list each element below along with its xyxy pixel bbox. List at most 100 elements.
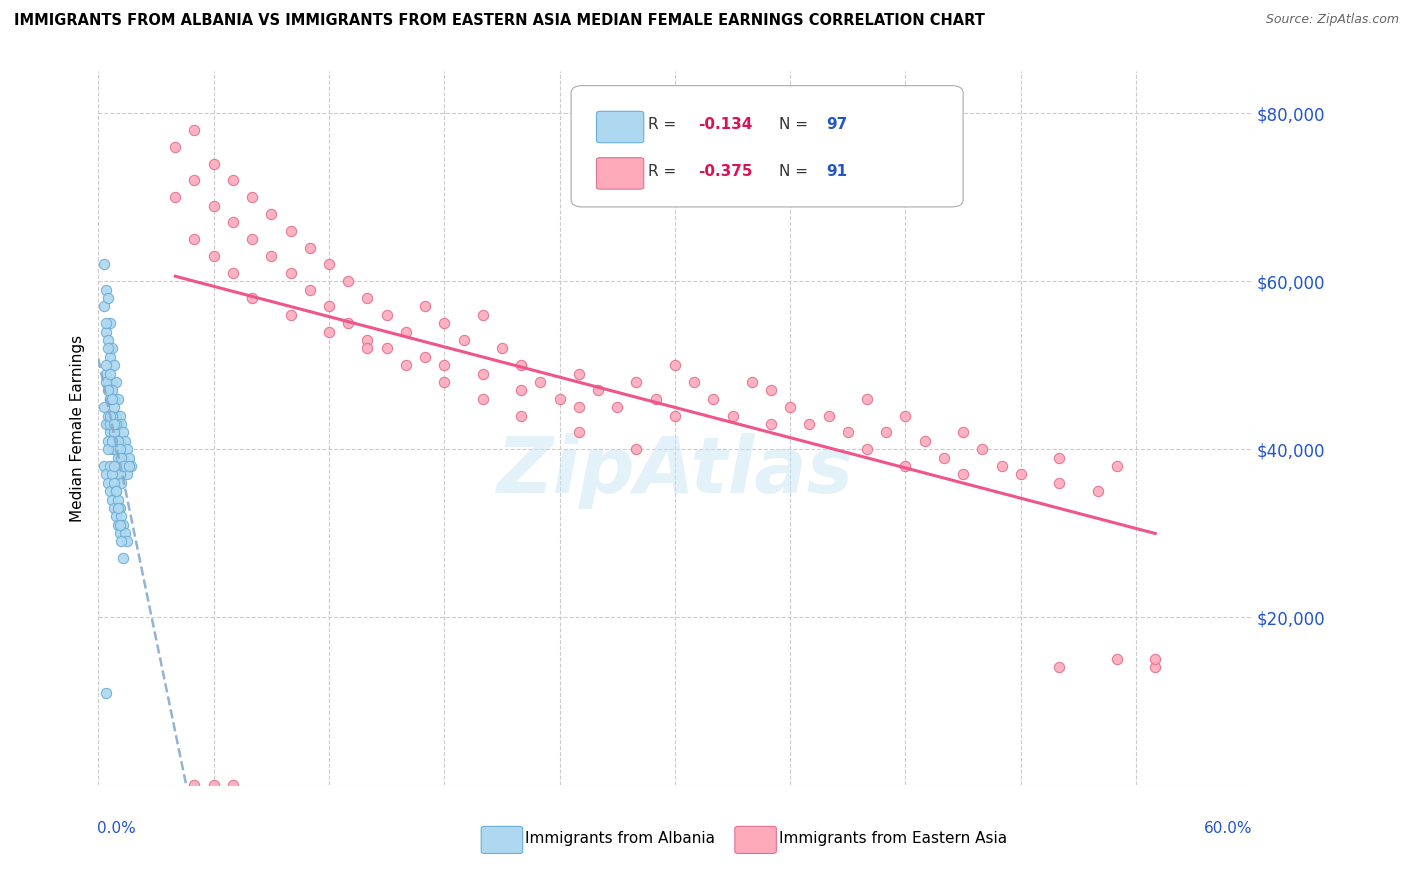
Text: -0.375: -0.375 xyxy=(697,164,752,178)
Point xyxy=(94,358,117,372)
Text: IMMIGRANTS FROM ALBANIA VS IMMIGRANTS FROM EASTERN ASIA MEDIAN FEMALE EARNINGS C: IMMIGRANTS FROM ALBANIA VS IMMIGRANTS FR… xyxy=(14,13,986,29)
Point xyxy=(107,450,129,465)
Point xyxy=(120,458,142,473)
Point xyxy=(1047,475,1070,490)
Point xyxy=(98,350,121,364)
Point xyxy=(110,475,132,490)
Point xyxy=(952,467,974,482)
Point xyxy=(107,517,129,532)
Point xyxy=(103,425,125,440)
Point xyxy=(103,392,125,406)
Point xyxy=(972,442,994,457)
Point xyxy=(337,274,360,288)
Text: Immigrants from Albania: Immigrants from Albania xyxy=(524,831,716,846)
Point xyxy=(103,458,125,473)
Point xyxy=(395,358,418,372)
Y-axis label: Median Female Earnings: Median Female Earnings xyxy=(70,334,86,522)
Text: 60.0%: 60.0% xyxy=(1204,821,1253,836)
Point xyxy=(117,442,139,457)
Point xyxy=(103,417,125,431)
Point xyxy=(98,425,121,440)
Point xyxy=(94,685,117,699)
Point xyxy=(107,434,129,448)
Point xyxy=(1144,652,1167,666)
Point xyxy=(626,375,648,389)
Point xyxy=(97,375,120,389)
Point xyxy=(318,325,340,339)
Point xyxy=(104,442,127,457)
Point xyxy=(817,409,839,423)
Point xyxy=(894,458,917,473)
Point xyxy=(395,325,418,339)
Point xyxy=(97,417,120,431)
Point xyxy=(108,500,131,515)
Point xyxy=(183,232,205,246)
Point xyxy=(107,458,129,473)
Point xyxy=(93,458,115,473)
Point xyxy=(110,509,132,524)
Text: 97: 97 xyxy=(825,118,848,132)
Point xyxy=(98,458,121,473)
Point xyxy=(110,450,132,465)
Point xyxy=(112,450,135,465)
Point xyxy=(98,392,121,406)
Point xyxy=(112,425,135,440)
Point xyxy=(108,442,131,457)
Point xyxy=(104,417,127,431)
Point xyxy=(94,325,117,339)
Point xyxy=(222,266,245,280)
Point xyxy=(548,392,571,406)
Point xyxy=(103,475,125,490)
Point xyxy=(98,316,121,330)
Point xyxy=(110,534,132,549)
Point xyxy=(101,392,124,406)
Point xyxy=(510,358,533,372)
Point xyxy=(586,384,609,398)
Point xyxy=(98,392,121,406)
Point xyxy=(568,400,591,414)
Point xyxy=(101,384,124,398)
Point xyxy=(93,300,115,314)
Point xyxy=(118,450,141,465)
Point xyxy=(856,442,879,457)
Point xyxy=(280,266,302,280)
Point xyxy=(104,509,127,524)
Point xyxy=(183,173,205,187)
Text: 91: 91 xyxy=(825,164,846,178)
Point xyxy=(568,367,591,381)
Point xyxy=(626,442,648,457)
Point xyxy=(110,467,132,482)
Point xyxy=(202,249,225,263)
Point xyxy=(240,232,263,246)
Point xyxy=(108,434,131,448)
Point xyxy=(110,442,132,457)
Point xyxy=(952,425,974,440)
Point xyxy=(94,316,117,330)
Text: R =: R = xyxy=(648,164,682,178)
Point xyxy=(202,199,225,213)
Point xyxy=(103,358,125,372)
Point xyxy=(375,308,398,322)
Point xyxy=(108,526,131,541)
Point xyxy=(990,458,1012,473)
Point xyxy=(98,417,121,431)
Point xyxy=(108,467,131,482)
Point xyxy=(98,409,121,423)
Point xyxy=(101,434,124,448)
FancyBboxPatch shape xyxy=(596,158,644,189)
Point xyxy=(108,409,131,423)
Point xyxy=(101,342,124,356)
Point xyxy=(894,409,917,423)
Point xyxy=(413,350,436,364)
Point xyxy=(837,425,859,440)
Point xyxy=(107,417,129,431)
Point xyxy=(799,417,821,431)
Point xyxy=(222,215,245,229)
Point xyxy=(112,458,135,473)
Point xyxy=(375,342,398,356)
Point xyxy=(644,392,666,406)
Point xyxy=(491,342,513,356)
Point xyxy=(260,207,283,221)
Point xyxy=(664,409,686,423)
Point xyxy=(97,342,120,356)
